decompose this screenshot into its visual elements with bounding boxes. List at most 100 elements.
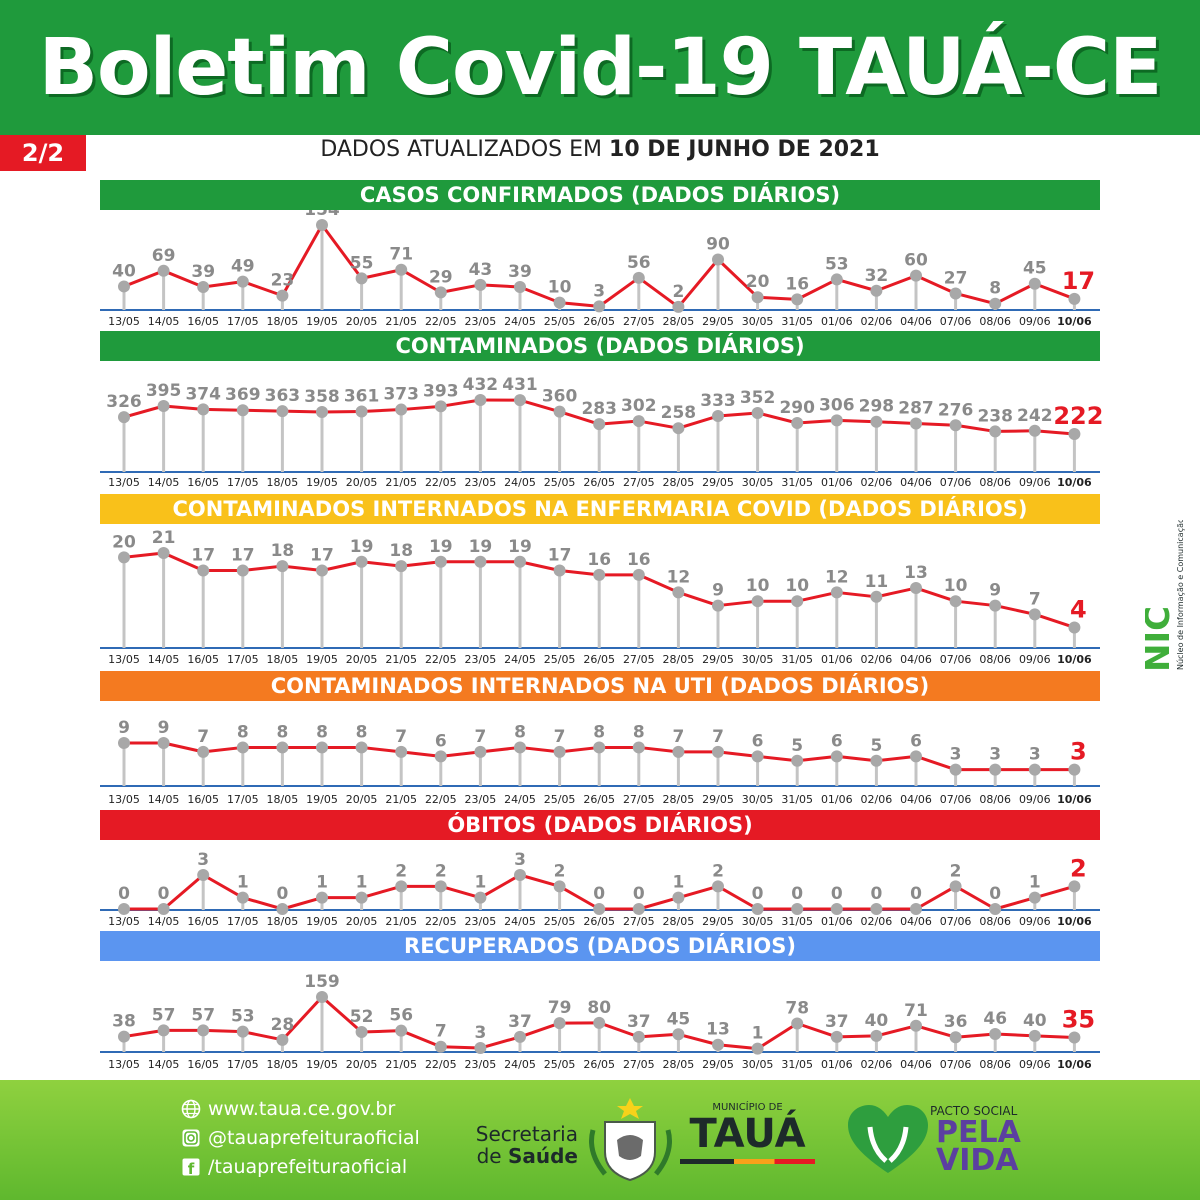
data-label: 45 <box>667 1009 691 1029</box>
x-tick-label: 22/05 <box>425 1058 457 1071</box>
series-line-segment <box>795 277 839 301</box>
series-line-segment <box>399 268 443 294</box>
x-tick-label: 04/06 <box>900 315 932 328</box>
facebook-link[interactable]: f /tauaprefeituraoficial <box>180 1156 407 1178</box>
data-label: 8 <box>989 279 1001 299</box>
data-label: 57 <box>191 1005 215 1025</box>
x-tick-label: 30/05 <box>742 315 774 328</box>
x-tick-label: 27/05 <box>623 793 655 806</box>
chart-panel: 4013/056914/053916/054917/052318/0515419… <box>100 200 1100 328</box>
series-line-segment <box>241 1030 284 1042</box>
x-tick-label: 14/05 <box>148 1058 180 1071</box>
data-label: 393 <box>423 381 459 401</box>
data-label: 7 <box>474 727 486 747</box>
x-tick-label: 14/05 <box>148 653 180 666</box>
data-point <box>395 745 408 758</box>
data-label: 0 <box>276 884 288 904</box>
data-label: 276 <box>938 400 974 420</box>
x-tick-label: 20/05 <box>346 653 378 666</box>
series-line-segment <box>439 750 482 758</box>
data-point <box>434 880 447 893</box>
data-point <box>118 903 130 915</box>
page-number-badge: 2/2 <box>0 135 86 171</box>
data-label: 363 <box>265 386 301 406</box>
data-label: 3 <box>593 281 605 301</box>
x-tick-label: 23/05 <box>465 315 497 328</box>
data-label: 159 <box>304 972 340 992</box>
pacto-line2: VIDA <box>936 1143 1019 1178</box>
series-line-segment <box>795 418 839 425</box>
data-point <box>157 547 170 559</box>
data-label: 69 <box>152 246 176 266</box>
data-point <box>593 568 606 581</box>
data-point <box>593 741 606 754</box>
data-label: 283 <box>581 399 617 419</box>
data-label: 21 <box>152 528 176 548</box>
data-point <box>1068 292 1081 305</box>
header-banner: Boletim Covid-19 TAUÁ-CE <box>0 0 1200 135</box>
data-point <box>395 880 408 893</box>
x-tick-label: 07/06 <box>940 476 972 489</box>
x-tick-label: 31/05 <box>781 315 813 328</box>
website-link[interactable]: www.taua.ce.gov.br <box>180 1098 395 1120</box>
x-tick-label: 26/05 <box>583 653 615 666</box>
x-tick-label: 23/05 <box>465 915 497 928</box>
data-point <box>712 599 724 612</box>
data-point <box>355 555 368 568</box>
instagram-icon <box>180 1127 202 1149</box>
data-point <box>236 741 249 754</box>
data-point <box>949 880 962 893</box>
data-label: 28 <box>271 1015 295 1035</box>
series-line-segment <box>360 745 403 754</box>
x-tick-label: 22/05 <box>425 653 457 666</box>
data-point <box>632 903 645 915</box>
x-tick-label: 08/06 <box>979 476 1011 489</box>
series-line-segment <box>439 283 482 294</box>
instagram-link[interactable]: @tauaprefeituraoficial <box>180 1127 420 1149</box>
nic-caption: Núcleo de Informação e Comunicação <box>1176 520 1185 670</box>
data-label: 40 <box>112 261 136 281</box>
page-title: Boletim Covid-19 TAUÁ-CE <box>38 22 1163 113</box>
x-tick-label: 22/05 <box>425 793 457 806</box>
series-line-segment <box>637 896 680 911</box>
x-tick-label: 29/05 <box>702 653 734 666</box>
data-label: 45 <box>1023 259 1047 279</box>
series-line-segment <box>478 1035 522 1050</box>
x-tick-label: 24/05 <box>504 476 536 489</box>
data-point <box>830 273 843 286</box>
data-point <box>751 750 764 763</box>
data-point <box>197 1024 210 1037</box>
x-tick-label: 23/05 <box>465 653 497 666</box>
data-point <box>712 410 724 423</box>
data-point <box>712 745 724 758</box>
data-point <box>355 891 368 904</box>
x-tick-label: 09/06 <box>1019 793 1051 806</box>
x-tick-label: 21/05 <box>385 1058 417 1071</box>
data-label: 29 <box>429 267 453 287</box>
x-tick-label: 09/06 <box>1019 476 1051 489</box>
data-point <box>632 271 645 284</box>
data-label: 53 <box>231 1007 255 1027</box>
data-label: 40 <box>865 1011 889 1031</box>
x-tick-label: 01/06 <box>821 793 853 806</box>
instagram-text: @tauaprefeituraoficial <box>208 1127 420 1149</box>
data-label: 352 <box>740 388 776 408</box>
data-label: 27 <box>944 268 968 288</box>
data-label: 17 <box>191 546 215 566</box>
x-tick-label: 10/06 <box>1057 315 1092 328</box>
data-point <box>870 415 883 428</box>
data-label: 10 <box>785 576 809 596</box>
x-tick-label: 28/05 <box>663 315 695 328</box>
chart-title: ÓBITOS (DADOS DIÁRIOS) <box>100 810 1100 840</box>
data-point <box>197 564 210 577</box>
data-point <box>910 903 922 915</box>
data-label: 6 <box>910 731 922 751</box>
data-point <box>672 422 685 435</box>
data-label: 36 <box>944 1012 968 1032</box>
data-point <box>1028 277 1041 290</box>
data-label: 0 <box>989 884 1001 904</box>
data-label: 3 <box>950 745 962 765</box>
x-tick-label: 29/05 <box>702 476 734 489</box>
series-line-segment <box>835 418 878 424</box>
data-label: 7 <box>435 1022 447 1042</box>
